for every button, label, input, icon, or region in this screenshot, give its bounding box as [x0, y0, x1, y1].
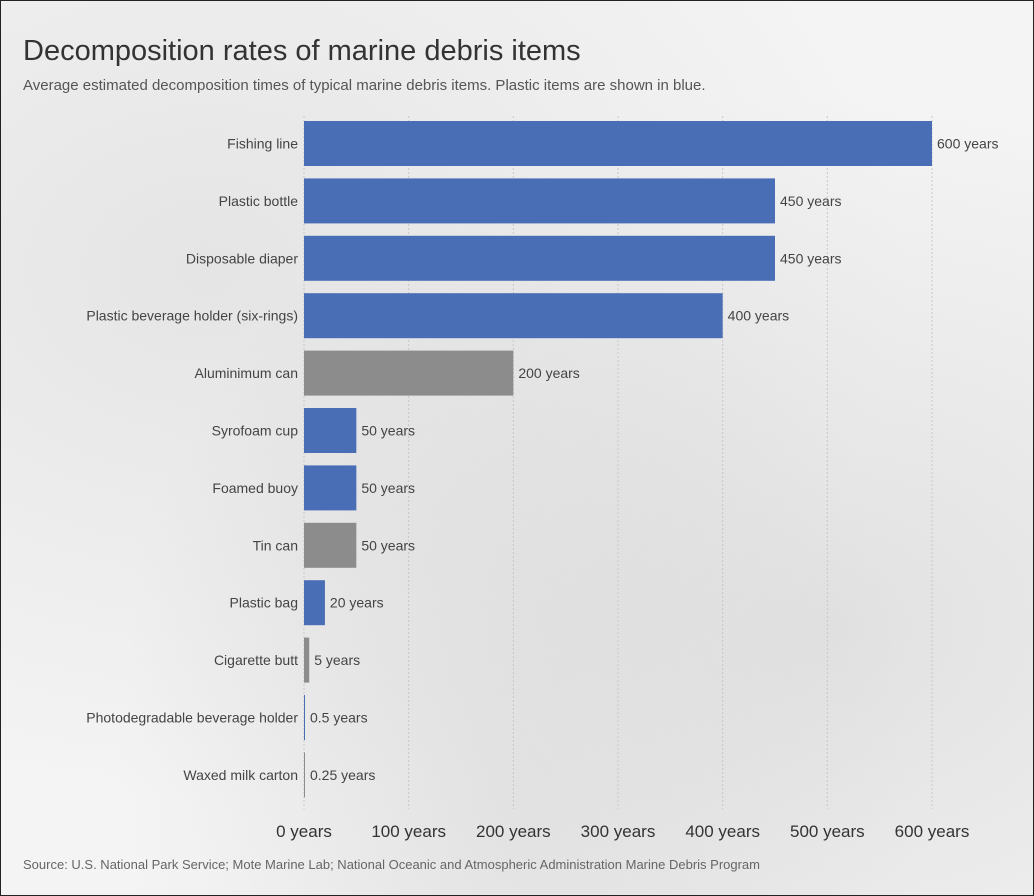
category-label: Aluminimum can — [195, 365, 298, 381]
category-label: Cigarette butt — [214, 652, 298, 668]
category-label: Tin can — [253, 537, 298, 553]
value-label: 5 years — [314, 652, 360, 668]
value-label: 50 years — [361, 480, 415, 496]
category-label: Foamed buoy — [212, 480, 298, 496]
bar-7 — [304, 522, 357, 568]
value-label: 200 years — [518, 365, 579, 381]
bar-11 — [304, 752, 305, 798]
category-label: Plastic bottle — [219, 193, 299, 209]
bar-2 — [304, 235, 775, 281]
category-label: Disposable diaper — [186, 250, 298, 266]
value-label: 600 years — [937, 136, 998, 152]
value-label: 400 years — [728, 308, 789, 324]
bar-4 — [304, 350, 514, 396]
value-label: 0.5 years — [310, 710, 368, 726]
category-label: Plastic beverage holder (six-rings) — [86, 308, 298, 324]
value-label: 450 years — [780, 193, 841, 209]
bar-9 — [304, 637, 310, 683]
x-tick-label: 300 years — [581, 822, 656, 841]
value-label: 50 years — [361, 423, 415, 439]
chart-source: Source: U.S. National Park Service; Mote… — [23, 857, 760, 872]
x-tick-label: 500 years — [790, 822, 865, 841]
bar-5 — [304, 408, 357, 453]
category-label: Fishing line — [227, 136, 298, 152]
value-label: 50 years — [361, 537, 415, 553]
x-tick-label: 100 years — [371, 822, 446, 841]
bar-8 — [304, 580, 325, 626]
bar-1 — [304, 178, 775, 224]
category-label: Syrofoam cup — [212, 423, 299, 439]
chart-title: Decomposition rates of marine debris ite… — [23, 35, 581, 67]
value-label: 450 years — [780, 250, 841, 266]
value-label: 20 years — [330, 595, 384, 611]
chart-subtitle: Average estimated decomposition times of… — [23, 77, 706, 94]
bar-3 — [304, 293, 723, 339]
category-label: Photodegradable beverage holder — [86, 710, 298, 726]
category-label: Waxed milk carton — [183, 767, 298, 783]
bar-6 — [304, 465, 357, 511]
x-tick-label: 0 years — [276, 822, 332, 841]
x-tick-label: 400 years — [685, 822, 760, 841]
category-label: Plastic bag — [230, 595, 298, 611]
x-tick-label: 600 years — [895, 822, 970, 841]
value-label: 0.25 years — [310, 767, 375, 783]
x-tick-label: 200 years — [476, 822, 551, 841]
bar-0 — [304, 121, 932, 166]
bar-10 — [304, 695, 305, 740]
